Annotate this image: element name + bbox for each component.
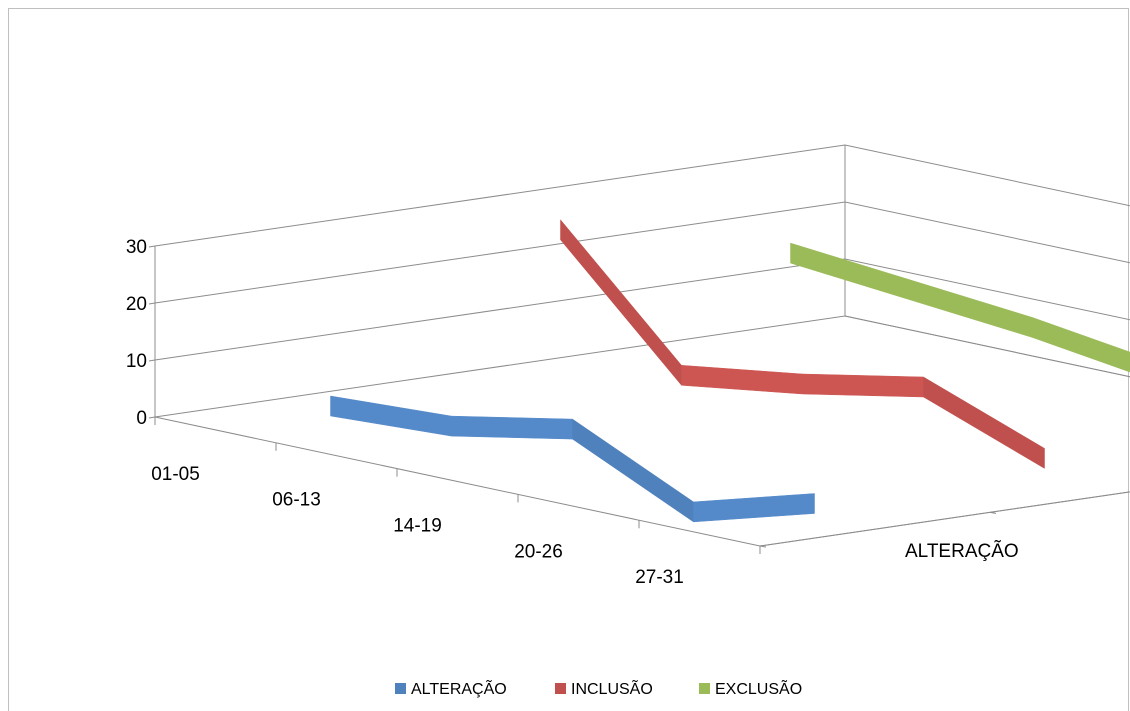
- depth-tick-mark: [759, 545, 767, 548]
- data-segment: [451, 415, 573, 440]
- legend-swatch: [699, 683, 710, 694]
- legend-label: EXCLUSÃO: [715, 678, 802, 698]
- x-tick-label: 01-05: [151, 464, 200, 485]
- data-segment: [681, 365, 803, 395]
- series-ribbon: [790, 242, 1130, 373]
- axes: [148, 245, 1130, 554]
- data-segment: [693, 493, 815, 523]
- data-segment: [572, 418, 694, 523]
- legend-swatch: [395, 683, 406, 694]
- x-tick-label: 14-19: [393, 516, 442, 537]
- axis-labels: 0 10 20 30 01-05 06-13 14-19 20-26 27-31 ALTERAÇÃ…: [126, 237, 1019, 588]
- depth-axis-line: [759, 491, 1130, 547]
- series-axis-label: ALTERAÇÃO: [905, 540, 1019, 562]
- data-segment: [923, 376, 1045, 469]
- y-tick-label: 30: [126, 237, 147, 258]
- legend-label: INCLUSÃO: [571, 678, 653, 698]
- legend-label: ALTERAÇÃO: [411, 678, 507, 698]
- x-tick-label: 27-31: [635, 567, 684, 588]
- data-segment: [1032, 317, 1130, 373]
- y-tick-label: 20: [126, 294, 147, 315]
- x-axis-line: [154, 416, 761, 547]
- y-tick-mark: [148, 416, 156, 419]
- y-tick-label: 0: [136, 408, 147, 429]
- data-segment: [790, 242, 912, 301]
- y-tick-label: 10: [126, 351, 147, 372]
- data-segment: [560, 219, 682, 386]
- y-tick-mark: [148, 302, 156, 305]
- series-ribbons: [330, 219, 1130, 523]
- y-tick-mark: [148, 359, 156, 362]
- series-ribbon: [560, 219, 1045, 469]
- data-segment: [330, 395, 452, 437]
- legend: ALTERAÇÃO INCLUSÃO EXCLUSÃO: [395, 678, 802, 698]
- depth-tick-mark: [989, 511, 997, 514]
- x-tick-label: 06-13: [272, 490, 321, 511]
- data-segment: [911, 279, 1033, 338]
- gridline: [154, 144, 1130, 247]
- data-segment: [802, 373, 924, 398]
- x-tick-label: 20-26: [514, 541, 563, 562]
- y-tick-mark: [148, 245, 156, 248]
- series-ribbon: [330, 395, 815, 523]
- legend-swatch: [555, 683, 566, 694]
